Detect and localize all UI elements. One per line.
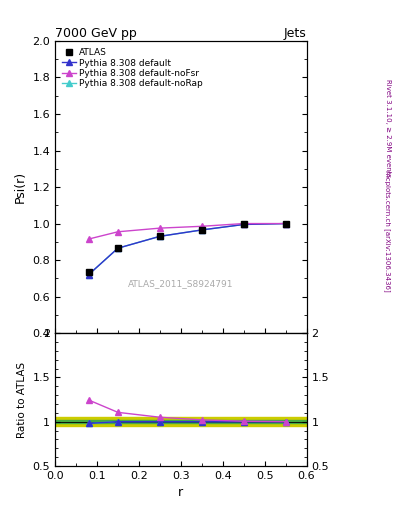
- Pythia 8.308 default-noRap: [241, 221, 246, 227]
- Pythia 8.308 default: [86, 271, 91, 278]
- Legend: ATLAS, Pythia 8.308 default, Pythia 8.308 default-noFsr, Pythia 8.308 default-no: ATLAS, Pythia 8.308 default, Pythia 8.30…: [59, 46, 206, 91]
- ATLAS: [283, 221, 288, 227]
- Line: Pythia 8.308 default: Pythia 8.308 default: [86, 221, 288, 278]
- Y-axis label: Psi(r): Psi(r): [14, 171, 27, 203]
- Pythia 8.308 default-noFsr: [283, 221, 288, 227]
- Pythia 8.308 default-noFsr: [86, 236, 91, 242]
- Text: Jets: Jets: [284, 27, 307, 40]
- Text: ATLAS_2011_S8924791: ATLAS_2011_S8924791: [128, 279, 233, 288]
- Pythia 8.308 default-noRap: [116, 245, 120, 251]
- Pythia 8.308 default-noRap: [199, 227, 204, 233]
- ATLAS: [241, 221, 246, 227]
- Pythia 8.308 default-noRap: [158, 233, 162, 240]
- ATLAS: [158, 233, 162, 240]
- Bar: [55, 417, 307, 426]
- Line: ATLAS: ATLAS: [85, 220, 289, 275]
- ATLAS: [116, 245, 120, 251]
- Pythia 8.308 default: [241, 221, 246, 227]
- Pythia 8.308 default-noRap: [86, 271, 91, 278]
- Pythia 8.308 default: [199, 227, 204, 233]
- Pythia 8.308 default-noFsr: [158, 225, 162, 231]
- Pythia 8.308 default-noRap: [283, 221, 288, 227]
- Pythia 8.308 default: [158, 233, 162, 240]
- ATLAS: [199, 227, 204, 233]
- Pythia 8.308 default-noFsr: [199, 223, 204, 229]
- X-axis label: r: r: [178, 486, 184, 499]
- Text: 7000 GeV pp: 7000 GeV pp: [55, 27, 137, 40]
- Pythia 8.308 default: [116, 245, 120, 251]
- Pythia 8.308 default: [283, 221, 288, 227]
- Y-axis label: Ratio to ATLAS: Ratio to ATLAS: [17, 361, 27, 438]
- Text: mcplots.cern.ch [arXiv:1306.3436]: mcplots.cern.ch [arXiv:1306.3436]: [384, 169, 391, 291]
- Pythia 8.308 default-noFsr: [241, 221, 246, 227]
- Pythia 8.308 default-noFsr: [116, 229, 120, 235]
- Bar: [55, 420, 307, 423]
- ATLAS: [86, 269, 91, 275]
- Line: Pythia 8.308 default-noRap: Pythia 8.308 default-noRap: [86, 221, 288, 278]
- Text: Rivet 3.1.10, ≥ 2.9M events: Rivet 3.1.10, ≥ 2.9M events: [385, 79, 391, 177]
- Line: Pythia 8.308 default-noFsr: Pythia 8.308 default-noFsr: [86, 221, 288, 242]
